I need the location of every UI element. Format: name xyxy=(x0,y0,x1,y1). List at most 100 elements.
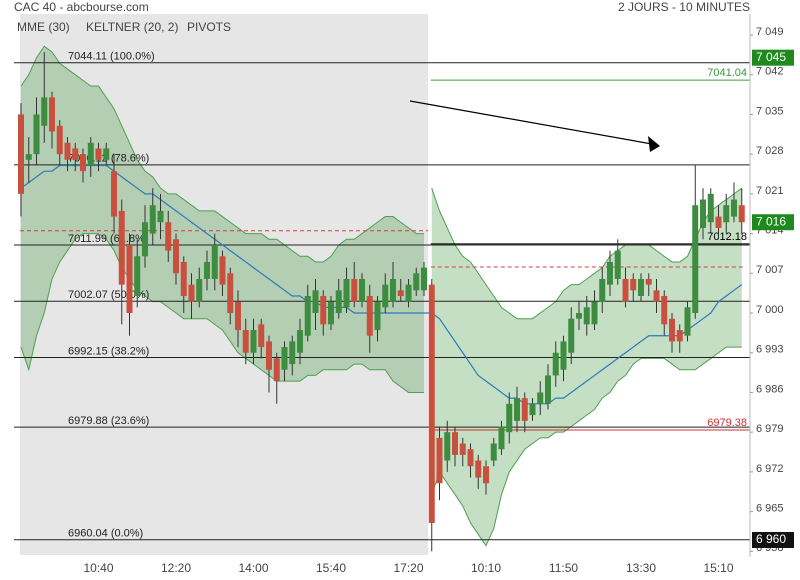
candle-body xyxy=(87,142,94,166)
price-tag xyxy=(752,531,794,548)
candle-body xyxy=(56,125,63,155)
candle-body xyxy=(335,290,342,314)
candle-body xyxy=(304,295,311,336)
y-tick-label: 6 993 xyxy=(756,344,784,356)
candle-body xyxy=(459,443,466,455)
candle-body xyxy=(684,307,691,336)
candle-body xyxy=(188,284,195,302)
candle-body xyxy=(421,267,427,291)
candle-body xyxy=(343,278,350,308)
candle-body xyxy=(180,261,187,296)
y-tick-label: 7 021 xyxy=(756,185,784,197)
keltner-upper xyxy=(20,45,424,263)
candle-body xyxy=(111,171,117,217)
y-tick-label: 7 000 xyxy=(756,304,784,316)
candle-body xyxy=(49,97,55,132)
pivot-label: 7044.11 (100.0%) xyxy=(68,51,155,63)
candle-body xyxy=(560,341,567,370)
keltner-upper xyxy=(431,187,743,320)
candle-body xyxy=(219,256,226,285)
y-tick-label: 7 035 xyxy=(756,105,784,117)
candle-body xyxy=(738,205,745,223)
candle-body xyxy=(397,290,404,296)
price-tag xyxy=(752,49,794,66)
candle-body xyxy=(126,244,133,314)
candle-body xyxy=(103,148,110,160)
candle-body xyxy=(607,261,613,285)
candle-body xyxy=(312,290,319,314)
price-tag-label: 7 045 xyxy=(756,50,786,64)
legend-mme: MME (30) xyxy=(17,20,70,34)
candle-body xyxy=(273,358,280,382)
x-tick-label: 14:00 xyxy=(238,561,268,575)
x-tick-label: 10:40 xyxy=(83,561,113,575)
candle-body xyxy=(498,426,505,450)
candle-body xyxy=(614,250,621,279)
x-tick-label: 10:10 xyxy=(471,561,501,575)
candle-body xyxy=(281,347,288,370)
candle-body xyxy=(289,341,296,365)
candle-body xyxy=(700,199,706,228)
candle-body xyxy=(599,278,606,302)
candle-body xyxy=(250,330,257,353)
candle-body xyxy=(731,199,737,217)
candle-body xyxy=(521,398,528,421)
candle-body xyxy=(266,341,272,370)
candle-body xyxy=(242,330,249,353)
legend-keltner: KELTNER (20, 2) xyxy=(86,20,178,34)
candle-body xyxy=(196,278,203,302)
candle-body xyxy=(328,301,334,325)
candle-body xyxy=(359,278,365,302)
plot-area: 7044.11 (100.0%)7026.12 (78.6%)7011.99 (… xyxy=(14,14,750,555)
candle-body xyxy=(638,278,644,296)
candle-body xyxy=(41,97,48,126)
candle-body xyxy=(382,284,389,308)
keltner-lower xyxy=(20,233,424,393)
price-tag-label: 7 016 xyxy=(756,214,786,228)
candle-body xyxy=(645,278,652,285)
pivot-label: 7011.99 (61.8%) xyxy=(68,233,149,245)
candle-body xyxy=(351,278,358,302)
candle-body xyxy=(235,301,241,331)
x-tick-label: 15:10 xyxy=(703,561,733,575)
candle-body xyxy=(374,301,381,331)
candle-body xyxy=(591,301,598,325)
candle-body xyxy=(475,460,482,478)
y-tick-label: 6 986 xyxy=(756,383,784,395)
candle-body xyxy=(165,222,172,251)
price-tag-label: 6 960 xyxy=(756,532,786,546)
mme-line xyxy=(20,164,743,405)
candle-body xyxy=(436,437,443,484)
candle-body xyxy=(33,114,40,155)
candle-body xyxy=(483,466,489,484)
legend-pivots: PIVOTS xyxy=(187,20,231,34)
candle-body xyxy=(118,210,125,285)
candle-body xyxy=(529,403,536,416)
candle-body xyxy=(444,432,451,461)
candle-body xyxy=(204,261,210,279)
pivot-label: 6979.88 (23.6%) xyxy=(68,415,149,427)
candle-body xyxy=(490,443,497,461)
y-tick-label: 6 965 xyxy=(756,503,784,515)
candle-body xyxy=(452,432,458,455)
level-label: 7041.04 xyxy=(707,67,747,79)
candle-body xyxy=(428,284,435,523)
price-tag xyxy=(752,214,794,231)
candle-body xyxy=(707,193,714,223)
candle-body xyxy=(568,318,575,353)
candle-body xyxy=(72,148,79,160)
keltner-lower xyxy=(431,346,742,547)
candle-body xyxy=(320,295,327,325)
period: 2 JOURS - 10 MINUTES xyxy=(618,0,750,14)
candle-body xyxy=(537,392,544,404)
candle-body xyxy=(514,398,520,421)
candle-body xyxy=(80,154,86,172)
x-tick-label: 13:30 xyxy=(626,561,656,575)
candle-body xyxy=(390,278,396,302)
y-tick-label: 7 028 xyxy=(756,145,784,157)
candle-body xyxy=(64,142,71,160)
candle-body xyxy=(405,284,412,302)
candle-body xyxy=(506,403,513,433)
y-tick-label: 7 042 xyxy=(756,66,784,78)
